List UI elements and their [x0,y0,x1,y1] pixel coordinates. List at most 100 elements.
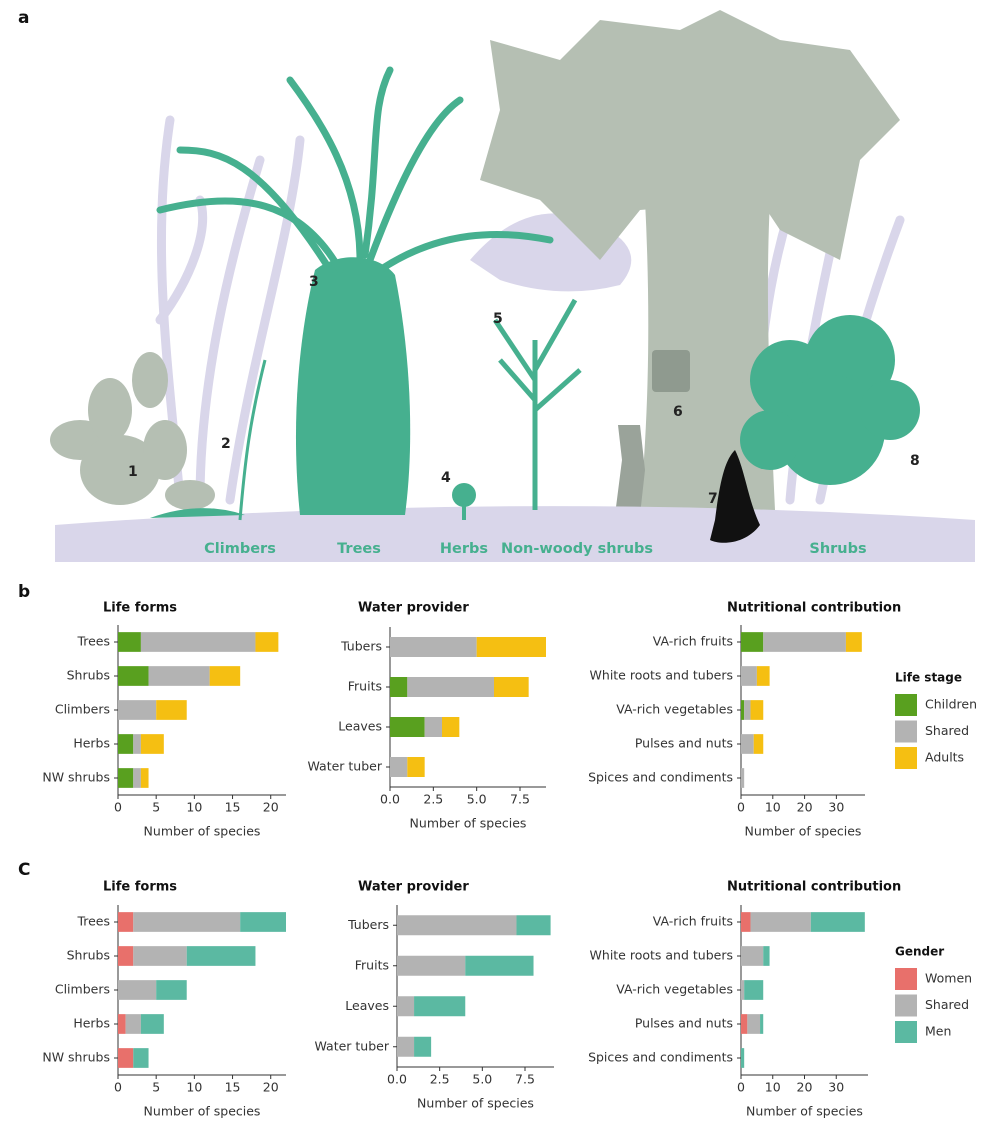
bar-segment [763,632,846,652]
x-tick-label: 2.5 [423,792,443,807]
y-tick-label: Tubers [347,917,389,932]
x-tick-label: 0 [114,800,122,815]
x-tick-label: 5 [152,800,160,815]
bar-segment [741,1048,745,1068]
bar-segment [156,980,187,1000]
group-label: Climbers [204,541,276,557]
bar-segment [750,912,811,932]
bar-segment [424,717,442,737]
y-tick-label: Climbers [55,982,110,997]
bar-segment [753,734,764,754]
x-axis-label: Number of species [745,824,862,839]
group-label: Shrubs [809,541,866,557]
legend-label: Shared [925,997,969,1012]
bar-segment [118,980,157,1000]
x-tick-label: 10 [765,800,781,815]
bar-segment [741,700,745,720]
bar-segment [741,632,764,652]
x-tick-label: 10 [186,800,202,815]
bar-segment [397,955,466,976]
bar-segment [390,757,408,777]
bar-segment [118,768,134,788]
legend-label: Men [925,1024,951,1039]
plant-number: 8 [910,453,920,469]
bar-segment [140,734,164,754]
y-tick-label: Pulses and nuts [635,736,733,751]
plant-number: 4 [441,470,451,486]
bar-segment [133,768,141,788]
legend-swatch [895,968,917,990]
legend-swatch [895,747,917,769]
y-tick-label: Leaves [338,719,382,734]
y-tick-label: Fruits [355,957,389,972]
bar-segment [494,677,529,697]
y-tick-label: Pulses and nuts [635,1016,733,1031]
bar-segment [140,768,149,788]
bar-segment [744,700,751,720]
y-tick-label: Fruits [348,679,382,694]
bar-segment [747,1014,761,1034]
bar-segment [397,1036,415,1057]
bar-segment [414,996,466,1017]
plant-number: 6 [673,404,683,420]
bar-segment [390,637,477,657]
plant-number: 3 [309,274,319,290]
y-tick-label: Spices and condiments [588,1050,733,1065]
x-tick-label: 15 [225,800,241,815]
x-tick-label: 10 [765,1080,781,1095]
x-tick-label: 30 [828,800,844,815]
legend-title: Gender [895,945,944,959]
bar-segment [186,946,256,966]
chart-title: Water provider [358,880,469,895]
y-tick-label: Tubers [340,639,382,654]
bar-segment [741,946,764,966]
plant-number: 1 [128,464,138,480]
group-label: Trees [337,541,381,557]
y-tick-label: NW shrubs [42,1050,110,1065]
bar-segment [240,912,286,932]
bar-segment [125,1014,141,1034]
bar-segment [118,734,134,754]
legend-swatch [895,694,917,716]
y-tick-label: NW shrubs [42,770,110,785]
bar-segment [756,666,770,686]
bar-segment [390,717,425,737]
bar-segment [741,912,751,932]
x-tick-label: 0 [114,1080,122,1095]
bar-segment [741,734,754,754]
x-tick-label: 20 [797,1080,813,1095]
bar-segment [133,946,187,966]
y-tick-label: Water tuber [307,759,382,774]
group-label: Non-woody shrubs [501,541,653,557]
bar-segment [255,632,279,652]
bar-segment [397,996,415,1017]
bar-segment [140,632,256,652]
bar-segment [407,757,425,777]
x-tick-label: 0 [737,800,745,815]
panel-label: b [18,582,30,602]
bar-segment [140,1014,164,1034]
bar-segment [442,717,460,737]
x-tick-label: 5.0 [467,792,487,807]
x-tick-label: 5.0 [472,1072,492,1087]
bar-segment [750,700,764,720]
bar-segment [209,666,241,686]
bar-segment [156,700,187,720]
x-tick-label: 5 [152,1080,160,1095]
bar-segment [414,1036,432,1057]
legend-swatch [895,1021,917,1043]
bar-segment [760,1014,764,1034]
bar-segment [390,677,408,697]
legend-label: Children [925,697,977,712]
x-axis-label: Number of species [417,1096,534,1111]
y-tick-label: VA-rich fruits [653,914,733,929]
bar-segment [118,632,141,652]
chart-title: Nutritional contribution [727,601,901,616]
bar-segment [148,666,210,686]
plant-number: 7 [708,491,718,507]
plant-number: 5 [493,311,503,327]
x-axis-label: Number of species [746,1104,863,1119]
panel-label: a [18,8,29,28]
bar-segment [397,915,517,936]
